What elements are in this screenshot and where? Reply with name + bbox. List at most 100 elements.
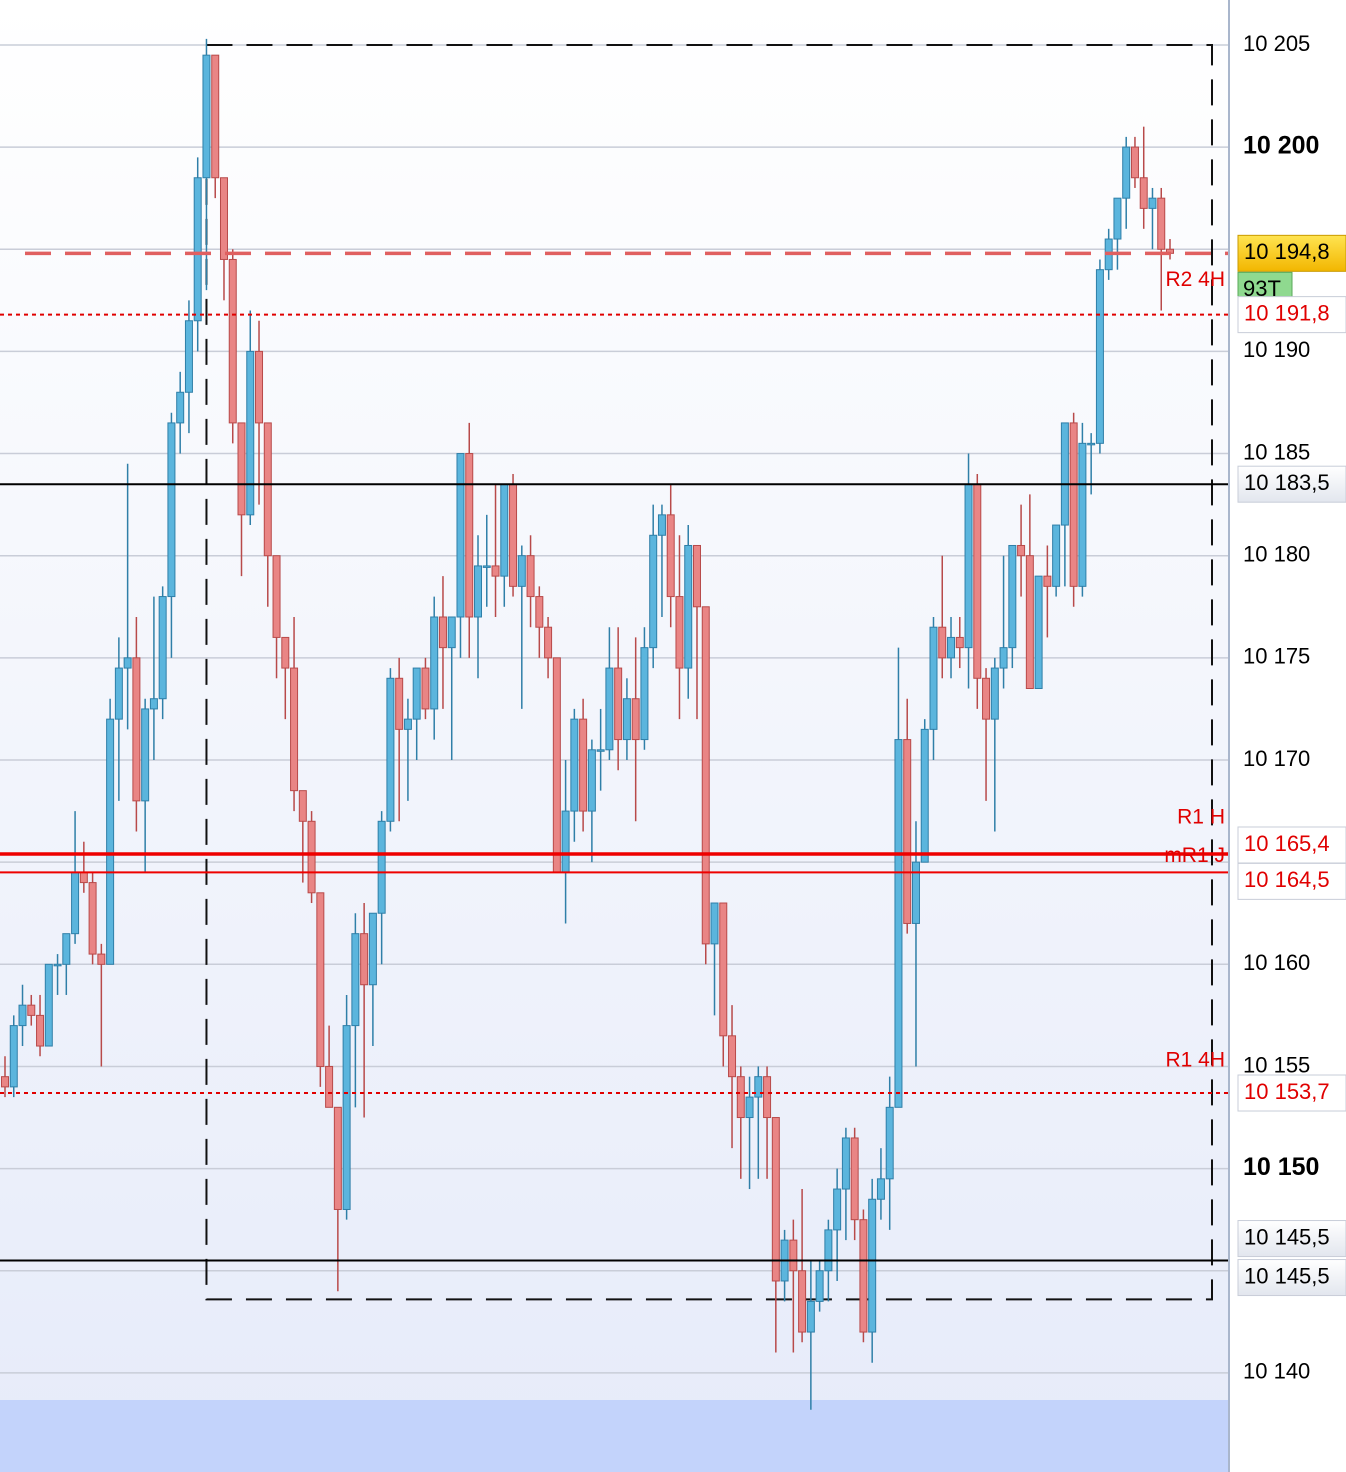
candle-body xyxy=(955,636,964,649)
candle-body xyxy=(219,177,228,260)
candle-body xyxy=(841,1137,850,1190)
candle-body xyxy=(1034,575,1043,689)
candle-body xyxy=(517,555,526,587)
candle-body xyxy=(999,647,1008,669)
candle-body xyxy=(1087,442,1096,446)
candle-body xyxy=(79,871,88,884)
range-box xyxy=(205,43,1213,1301)
candle-body xyxy=(736,1076,745,1119)
candle-body xyxy=(1095,269,1104,444)
level-name: R1 4H xyxy=(1165,1049,1225,1072)
candle-body xyxy=(1060,422,1069,526)
candle-body xyxy=(509,483,518,587)
candle-body xyxy=(561,810,570,873)
price-label-box xyxy=(1237,862,1346,900)
candle-body xyxy=(325,1065,334,1108)
candle-body xyxy=(211,54,220,179)
candle-body xyxy=(929,626,938,730)
candle-body xyxy=(859,1219,868,1333)
shaded-zone xyxy=(0,1400,1228,1472)
candle-body xyxy=(903,739,912,924)
candle-body xyxy=(290,667,299,792)
level-name: mR1 J xyxy=(1164,844,1225,867)
y-tick-label: 10 190 xyxy=(1243,337,1310,362)
candle-body xyxy=(570,718,579,812)
price-label: 10 194,8 xyxy=(1244,239,1330,264)
candle-body xyxy=(1122,146,1131,199)
candle-body xyxy=(184,320,193,393)
candle-body xyxy=(1043,575,1052,587)
candle-body xyxy=(806,1300,815,1333)
candle-body xyxy=(44,963,53,1047)
candle-body xyxy=(710,902,719,945)
candle-body xyxy=(1052,524,1061,587)
y-tick-label: 10 150 xyxy=(1243,1153,1319,1181)
candle-body xyxy=(622,698,631,741)
candle-body xyxy=(246,350,255,516)
candle-body xyxy=(526,555,535,598)
candle-body xyxy=(964,483,973,649)
y-tick-label: 10 200 xyxy=(1243,132,1319,160)
candle-body xyxy=(202,54,211,179)
candle-body xyxy=(333,1106,342,1210)
candle-body xyxy=(9,1025,18,1088)
candle-body xyxy=(850,1137,859,1221)
candle-body xyxy=(123,657,132,669)
candle-body xyxy=(395,677,404,730)
candle-body xyxy=(579,718,588,812)
candle-body xyxy=(1157,197,1166,250)
candle-body xyxy=(36,1014,45,1047)
price-label: 10 165,4 xyxy=(1244,831,1330,856)
candle-body xyxy=(18,1004,27,1027)
candle-body xyxy=(1008,544,1017,649)
candle-body xyxy=(587,749,596,812)
y-tick-label: 10 175 xyxy=(1243,644,1310,669)
y-tick-label: 10 170 xyxy=(1243,746,1310,771)
y-tick-label: 10 180 xyxy=(1243,542,1310,567)
candle-body xyxy=(552,657,561,873)
y-tick-label: 10 155 xyxy=(1243,1052,1310,1077)
candle-body xyxy=(88,882,97,955)
candle-body xyxy=(377,820,386,914)
candle-body xyxy=(631,698,640,741)
candle-body xyxy=(263,422,272,557)
candle-body xyxy=(53,963,62,967)
y-tick-label: 10 160 xyxy=(1243,950,1310,975)
candle-body xyxy=(675,596,684,669)
candle-body xyxy=(990,667,999,720)
price-label: 10 164,5 xyxy=(1244,867,1330,892)
candle-body xyxy=(141,708,150,802)
candle-body xyxy=(920,728,929,863)
candle-body xyxy=(649,534,658,649)
candle-body xyxy=(272,555,281,638)
candle-body xyxy=(298,790,307,822)
candle-body xyxy=(701,606,710,945)
candle-body xyxy=(666,514,675,598)
candle-body xyxy=(465,453,474,618)
candle-body xyxy=(535,596,544,628)
price-label: 10 145,5 xyxy=(1244,1224,1330,1249)
candle-body xyxy=(255,350,264,424)
level-name: R1 H xyxy=(1177,806,1225,829)
candle-body xyxy=(158,596,167,700)
y-tick-label: 10 185 xyxy=(1243,439,1310,464)
candle-body xyxy=(1069,422,1078,587)
y-tick-label: 10 205 xyxy=(1243,31,1310,56)
candle-body xyxy=(868,1198,877,1333)
candle-body xyxy=(491,565,500,577)
y-tick-label: 10 140 xyxy=(1243,1359,1310,1384)
candle-body xyxy=(193,177,202,322)
candle-body xyxy=(438,616,447,649)
price-label-box xyxy=(1237,1259,1346,1297)
level-name: R2 4H xyxy=(1165,268,1225,291)
candle-body xyxy=(447,616,456,649)
price-label-box xyxy=(1237,234,1346,272)
candle-body xyxy=(360,933,369,986)
candle-body xyxy=(1017,544,1026,557)
candle-body xyxy=(421,667,430,710)
candle-body xyxy=(1113,197,1122,240)
price-label: 10 145,5 xyxy=(1244,1263,1330,1288)
candle-body xyxy=(132,657,141,802)
candle-body xyxy=(947,636,956,659)
price-label-box xyxy=(1237,1220,1346,1258)
